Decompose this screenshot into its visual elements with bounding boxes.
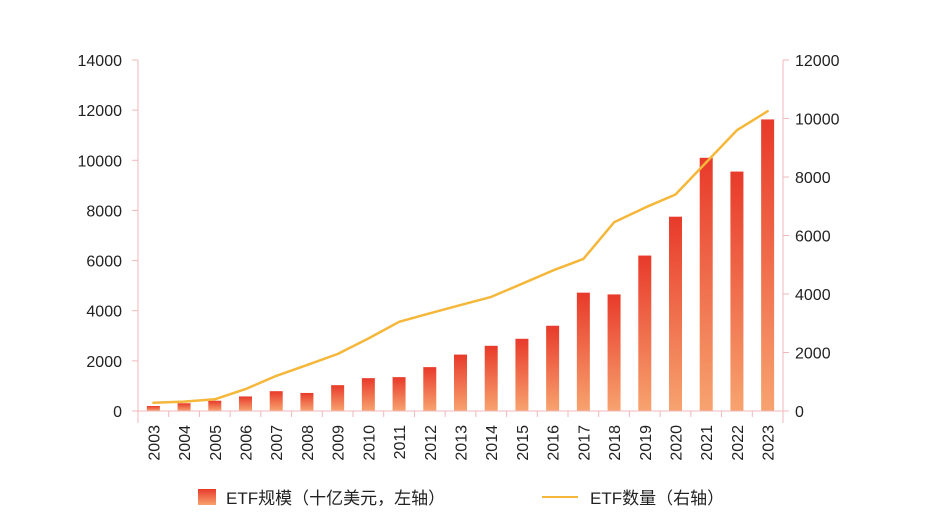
bar-2003 <box>146 405 160 411</box>
x-axis-tick-label: 2003 <box>146 425 163 461</box>
right-axis-tick-label: 6000 <box>795 229 831 246</box>
bar-2007 <box>269 391 283 411</box>
x-axis-tick-label: 2008 <box>300 425 317 461</box>
x-axis-tick-label: 2005 <box>208 425 225 461</box>
x-axis-tick-label: 2017 <box>576 425 593 461</box>
legend-bar-item: ETF规模（十亿美元，左轴） <box>198 484 445 509</box>
right-axis-tick-label: 0 <box>795 404 804 421</box>
bar-2015 <box>515 338 529 411</box>
bar-2013 <box>454 354 467 411</box>
x-axis-tick-label: 2004 <box>177 425 194 461</box>
bar-2020 <box>669 216 682 411</box>
left-axis-tick-label: 0 <box>113 404 122 421</box>
x-axis-tick-label: 2013 <box>454 425 471 461</box>
x-axis-tick-label: 2011 <box>392 425 409 460</box>
x-axis-tick-label: 2022 <box>730 425 747 461</box>
bar-2018 <box>607 294 621 411</box>
x-axis-tick-label: 2018 <box>607 425 624 461</box>
left-axis-tick-label: 12000 <box>78 103 123 120</box>
legend-bar-label: ETF规模（十亿美元，左轴） <box>226 489 446 508</box>
x-axis-tick-label: 2015 <box>515 425 532 461</box>
left-axis-tick-label: 10000 <box>78 153 123 170</box>
right-axis-tick-label: 12000 <box>795 53 840 70</box>
bar-2008 <box>300 392 314 411</box>
right-axis-tick-label: 8000 <box>795 170 831 187</box>
bar-2004 <box>177 403 191 411</box>
x-axis-tick-label: 2023 <box>761 425 778 461</box>
right-y-axis: 0 2000 4000 6000 8000 10000 12000 <box>782 53 840 423</box>
x-axis-tick-label: 2009 <box>331 425 348 461</box>
bar-2023 <box>761 119 775 412</box>
left-axis-tick-label: 14000 <box>78 53 123 70</box>
bar-2006 <box>239 396 252 411</box>
bar-2010 <box>361 378 375 411</box>
legend-line-item: ETF数量（右轴） <box>542 484 724 509</box>
x-axis-tick-label: 2019 <box>638 425 655 461</box>
legend-line-swatch <box>542 495 578 498</box>
bar-series <box>146 119 775 412</box>
x-axis-tick-label: 2020 <box>669 425 686 461</box>
legend-line-label: ETF数量（右轴） <box>590 489 725 508</box>
x-axis-tick-label: 2014 <box>484 425 501 461</box>
x-axis-tick-label: 2007 <box>269 425 286 461</box>
bar-2021 <box>699 157 713 411</box>
left-axis-tick-label: 4000 <box>86 304 122 321</box>
left-y-axis: 0 2000 4000 6000 8000 10000 12000 14000 <box>78 53 139 423</box>
bar-2012 <box>423 367 437 411</box>
left-axis-tick-label: 2000 <box>86 354 122 371</box>
bar-2016 <box>546 325 560 411</box>
right-axis-tick-label: 2000 <box>795 346 831 363</box>
x-axis: 2003 2004 2005 2006 2007 2008 2009 2010 2011 2012… <box>137 410 783 461</box>
left-axis-tick-label: 6000 <box>86 254 122 271</box>
x-axis-tick-label: 2012 <box>423 425 440 461</box>
line-series <box>152 109 769 405</box>
right-axis-tick-label: 10000 <box>795 112 840 129</box>
x-axis-tick-label: 2006 <box>239 425 256 461</box>
bar-2019 <box>638 255 652 411</box>
legend-bar-swatch <box>198 488 216 505</box>
bar-2014 <box>484 345 498 411</box>
bar-2005 <box>208 400 222 411</box>
x-axis-tick-label: 2021 <box>699 425 716 461</box>
bar-2017 <box>576 292 590 411</box>
left-axis-tick-label: 8000 <box>86 203 122 220</box>
right-axis-tick-label: 4000 <box>795 287 831 304</box>
bar-2022 <box>730 171 744 411</box>
x-axis-tick-label: 2016 <box>546 425 563 461</box>
bar-2009 <box>331 385 345 411</box>
bar-2011 <box>392 377 406 411</box>
x-axis-tick-label: 2010 <box>361 425 378 461</box>
